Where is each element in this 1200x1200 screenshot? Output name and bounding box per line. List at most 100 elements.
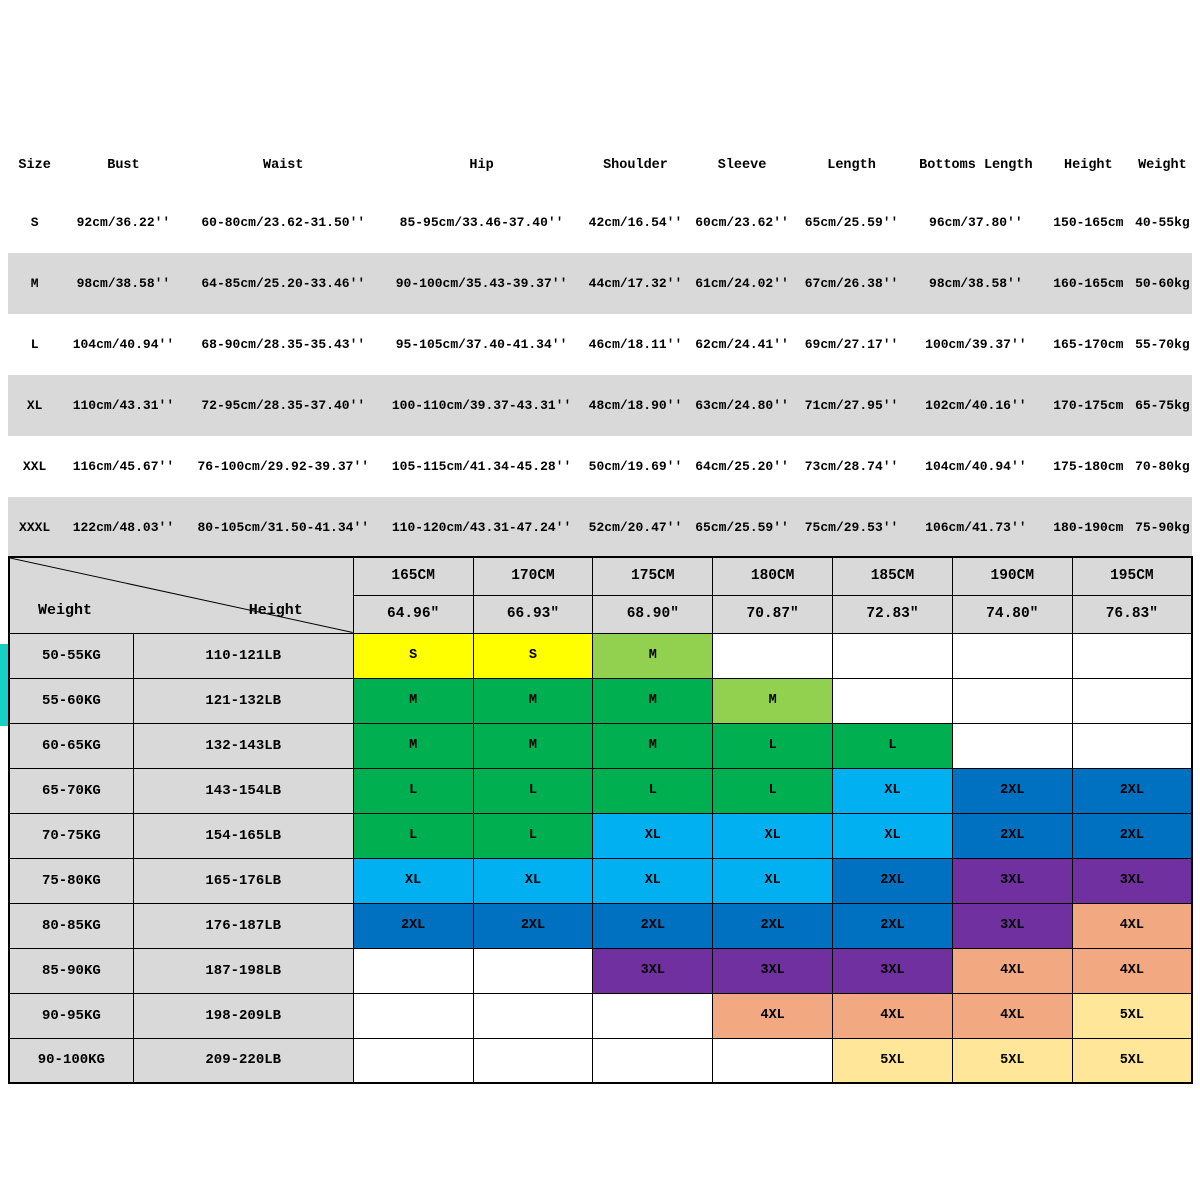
size-recommendation-cell: 2XL	[832, 902, 953, 949]
size-recommendation-cell: L	[352, 767, 474, 814]
measurement-cell: 180-190cm	[1053, 520, 1124, 535]
weight-lb-cell: 121-132LB	[132, 677, 354, 724]
size-recommendation-cell: 4XL	[951, 947, 1073, 994]
size-recommendation-cell: L	[472, 767, 594, 814]
measurement-cell: 64cm/25.20''	[695, 459, 789, 474]
weight-lb-cell: 110-121LB	[132, 632, 354, 679]
size-column-header: Bust	[107, 157, 140, 173]
size-label-cell: XXXL	[19, 520, 51, 535]
size-label-cell: L	[30, 337, 39, 352]
empty-cell	[951, 677, 1073, 724]
measurement-cell: 65cm/25.59''	[804, 215, 899, 230]
size-recommendation-cell: 5XL	[1071, 1037, 1193, 1084]
empty-cell	[712, 632, 834, 679]
size-column-header: Size	[18, 157, 51, 173]
measurement-cell: 70-80kg	[1135, 459, 1190, 474]
matrix-row: 55-60KG 121-132LB M M M M	[8, 677, 1193, 724]
weight-kg-cell: 60-65KG	[8, 722, 134, 769]
size-recommendation-cell: L	[472, 812, 594, 859]
size-recommendation-cell: 2XL	[592, 902, 714, 949]
height-weight-size-matrix: Weight Height 165CM 170CM 175CM 180CM 185CM 1…	[8, 556, 1193, 1084]
measurement-cell: 75-90kg	[1135, 520, 1190, 535]
size-table-row: XL 110cm/43.31'' 72-95cm/28.35-37.40'' 100-…	[8, 375, 1192, 436]
measurement-cell: 102cm/40.16''	[925, 398, 1027, 413]
matrix-row: 60-65KG 132-143LB M M M L L	[8, 722, 1193, 769]
size-column-header: Sleeve	[717, 157, 767, 173]
size-recommendation-cell: 3XL	[1071, 857, 1193, 904]
measurement-cell: 55-70kg	[1135, 337, 1190, 352]
measurement-cell: 50cm/19.69''	[588, 459, 683, 474]
size-label-cell: M	[30, 276, 39, 291]
weight-kg-cell: 55-60KG	[8, 677, 134, 724]
empty-cell	[592, 1037, 714, 1084]
size-recommendation-cell: L	[832, 722, 953, 769]
weight-lb-cell: 154-165LB	[132, 812, 354, 859]
size-recommendation-cell: L	[592, 767, 714, 814]
empty-cell	[832, 632, 953, 679]
size-recommendation-cell: M	[472, 722, 594, 769]
size-recommendation-cell: 2XL	[951, 812, 1073, 859]
matrix-row: 75-80KG 165-176LB XL XL XL XL 2XL 3XL 3XL	[8, 857, 1193, 904]
size-recommendation-cell: 4XL	[1071, 947, 1193, 994]
size-recommendation-cell: 3XL	[712, 947, 834, 994]
measurement-cell: 60-80cm/23.62-31.50''	[201, 215, 366, 230]
matrix-row: 70-75KG 154-165LB L L XL XL XL 2XL 2XL	[8, 812, 1193, 859]
empty-cell	[352, 1037, 474, 1084]
measurement-cell: 150-165cm	[1053, 215, 1124, 230]
size-table-row: L 104cm/40.94'' 68-90cm/28.35-35.43'' 95-10…	[8, 314, 1192, 375]
size-column-header: Shoulder	[603, 157, 668, 173]
size-recommendation-cell: L	[712, 767, 834, 814]
weight-lb-cell: 143-154LB	[132, 767, 354, 814]
size-recommendation-cell: XL	[592, 857, 714, 904]
size-measurements-table: Size Bust Waist Hip Shoulder Sleeve Length Bott…	[8, 138, 1192, 558]
height-inch-header: 66.93"	[472, 594, 594, 634]
measurement-cell: 96cm/37.80''	[929, 215, 1023, 230]
measurement-cell: 69cm/27.17''	[804, 337, 899, 352]
size-label-cell: XXL	[22, 459, 47, 474]
height-axis-label: Height	[248, 601, 303, 619]
size-recommendation-cell: 2XL	[352, 902, 474, 949]
size-recommendation-cell: 2XL	[1071, 767, 1193, 814]
measurement-cell: 106cm/41.73''	[925, 520, 1027, 535]
measurement-cell: 72-95cm/28.35-37.40''	[201, 398, 366, 413]
size-recommendation-cell: XL	[712, 857, 834, 904]
measurement-cell: 75cm/29.53''	[804, 520, 899, 535]
height-inch-header: 68.90"	[592, 594, 714, 634]
size-recommendation-cell: M	[712, 677, 834, 724]
empty-cell	[951, 632, 1073, 679]
measurement-cell: 98cm/38.58''	[929, 276, 1023, 291]
cyan-accent-strip	[0, 644, 8, 726]
matrix-row: 65-70KG 143-154LB L L L L XL 2XL 2XL	[8, 767, 1193, 814]
measurement-cell: 63cm/24.80''	[695, 398, 789, 413]
weight-lb-cell: 132-143LB	[132, 722, 354, 769]
size-recommendation-cell: XL	[832, 767, 953, 814]
empty-cell	[951, 722, 1073, 769]
size-recommendation-cell: XL	[352, 857, 474, 904]
weight-kg-cell: 50-55KG	[8, 632, 134, 679]
weight-kg-cell: 75-80KG	[8, 857, 134, 904]
weight-lb-cell: 198-209LB	[132, 992, 354, 1039]
measurement-cell: 68-90cm/28.35-35.43''	[201, 337, 366, 352]
weight-lb-cell: 187-198LB	[132, 947, 354, 994]
matrix-row: 90-100KG 209-220LB 5XL 5XL 5XL	[8, 1037, 1193, 1084]
size-table-row: S 92cm/36.22'' 60-80cm/23.62-31.50'' 85-95c…	[8, 192, 1192, 253]
measurement-cell: 100-110cm/39.37-43.31''	[391, 398, 572, 413]
size-table-row: M 98cm/38.58'' 64-85cm/25.20-33.46'' 90-100…	[8, 253, 1192, 314]
height-inch-header: 70.87"	[712, 594, 834, 634]
measurement-cell: 165-170cm	[1053, 337, 1124, 352]
matrix-header-row-inches: 64.96" 66.93" 68.90" 70.87" 72.83" 74.80" 76.8…	[9, 594, 1193, 634]
height-cm-header: 175CM	[592, 556, 714, 596]
size-recommendation-cell: M	[592, 677, 714, 724]
weight-lb-cell: 176-187LB	[132, 902, 354, 949]
height-cm-header: 190CM	[951, 556, 1073, 596]
size-recommendation-cell: 2XL	[832, 857, 953, 904]
size-recommendation-cell: L	[352, 812, 474, 859]
size-column-header: Hip	[469, 157, 494, 173]
measurement-cell: 110cm/43.31''	[72, 398, 175, 413]
size-recommendation-cell: 2XL	[472, 902, 594, 949]
size-recommendation-cell: 2XL	[712, 902, 834, 949]
measurement-cell: 62cm/24.41''	[695, 337, 789, 352]
size-recommendation-cell: XL	[832, 812, 953, 859]
empty-cell	[1071, 722, 1193, 769]
